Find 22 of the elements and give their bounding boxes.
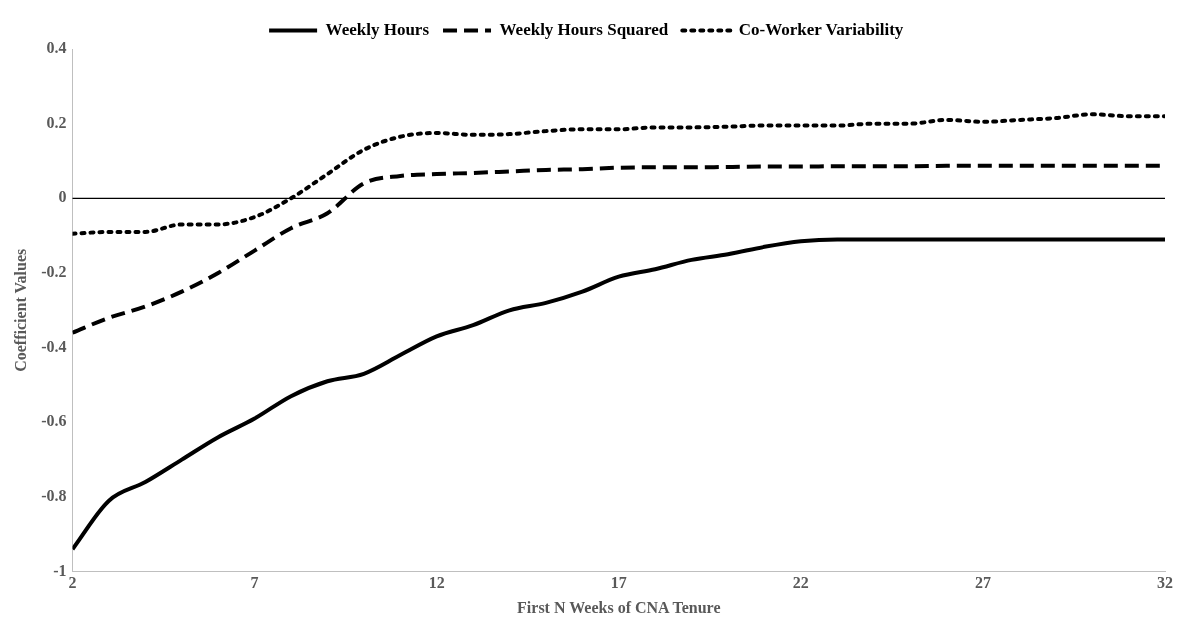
x-tick-label: 17 bbox=[610, 574, 627, 592]
line-series bbox=[72, 237, 1165, 552]
x-tick-label: 2 bbox=[68, 574, 77, 592]
y-tick-label: -0.6 bbox=[41, 412, 67, 430]
x-tick-label: 32 bbox=[1157, 574, 1173, 592]
y-axis-title: Coefficient Values bbox=[11, 248, 29, 372]
y-tick-label: 0.2 bbox=[46, 113, 67, 131]
y-tick-label: 0 bbox=[58, 188, 67, 206]
line-series bbox=[72, 112, 1165, 236]
x-axis-title: First N Weeks of CNA Tenure bbox=[517, 598, 721, 616]
legend-label: Co-Worker Variability bbox=[738, 19, 904, 39]
y-tick-label: 0.4 bbox=[46, 39, 67, 57]
y-tick-label: -0.8 bbox=[41, 487, 67, 505]
y-tick-label: -0.4 bbox=[41, 337, 67, 355]
x-tick-label: 7 bbox=[250, 574, 259, 592]
y-tick-label: -0.2 bbox=[41, 263, 67, 281]
x-tick-label: 27 bbox=[974, 574, 991, 592]
y-tick-label: -1 bbox=[53, 561, 67, 579]
x-tick-label: 22 bbox=[792, 574, 809, 592]
legend-label: Weekly Hours Squared bbox=[499, 19, 669, 39]
x-tick-label: 12 bbox=[428, 574, 445, 592]
legend-label: Weekly Hours bbox=[325, 19, 430, 39]
